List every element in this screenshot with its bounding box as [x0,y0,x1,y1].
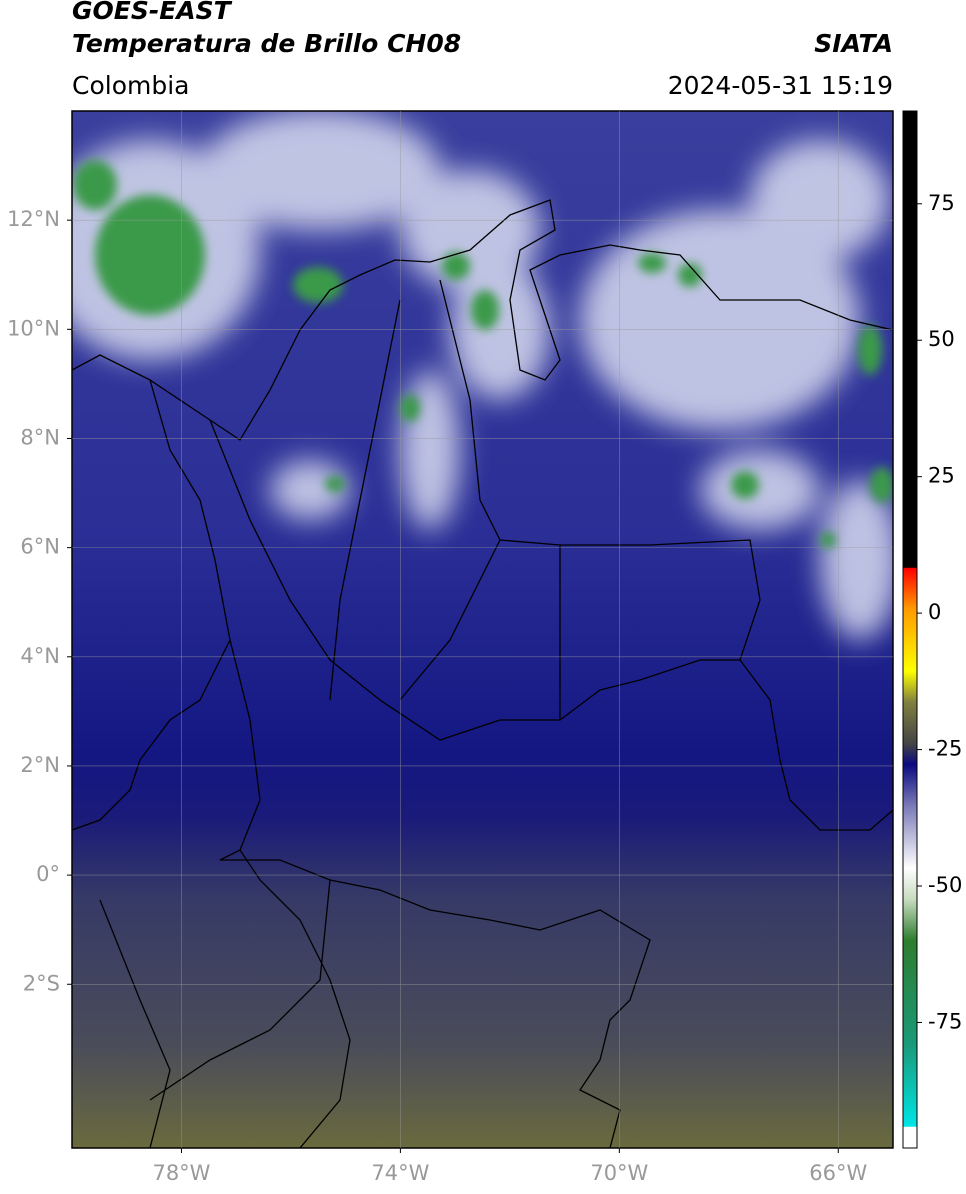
lat-tick-label: 2°S [23,971,60,995]
lon-tick-label: 78°W [152,1161,210,1185]
satellite: GOES-EAST [72,0,233,25]
colorbar-tick-label: 25 [928,464,955,488]
colorbar-ticks: 75 50 25 0 -25 -50 -75 [917,191,962,1033]
lat-tick-label: 0° [36,862,60,886]
colorbar [902,110,918,1149]
lat-tick-label: 6°N [20,535,60,559]
colorbar-tick-label: -75 [928,1009,962,1033]
colorbar-tick-label: -25 [928,737,962,761]
lat-tick-label: 8°N [20,425,60,449]
colorbar-tick-label: -50 [928,873,962,897]
product: Temperatura de Brillo CH08 [72,29,461,58]
colorbar-tick-label: 50 [928,327,955,351]
lat-tick-label: 2°N [20,753,60,777]
satellite-image [72,111,893,1148]
lat-tick-label: 10°N [7,316,60,340]
lon-tick-label: 66°W [809,1161,867,1185]
lon-tick-label: 74°W [371,1161,429,1185]
lon-tick-label: 70°W [590,1161,648,1185]
source: SIATA [814,29,893,58]
lat-tick-label: 4°N [20,644,60,668]
lat-tick-label: 12°N [7,207,60,231]
colorbar-tick-label: 0 [928,600,941,624]
colorbar-tick-label: 75 [928,191,955,215]
map-frame [71,110,894,1149]
timestamp: 2024-05-31 15:19 [668,71,893,100]
region: Colombia [72,71,189,100]
graticule: 78°W 74°W 70°W 66°W 12°N 10°N 8°N 6°N 4°N 2°N 0° 2°… [7,111,893,1185]
